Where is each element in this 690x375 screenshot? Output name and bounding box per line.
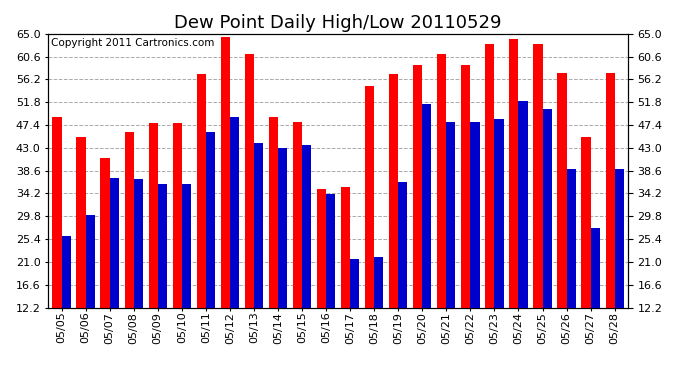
- Bar: [542, 109, 552, 308]
- Bar: [389, 74, 398, 307]
- Bar: [86, 215, 95, 308]
- Bar: [293, 122, 302, 308]
- Bar: [365, 86, 374, 308]
- Bar: [350, 259, 359, 308]
- Bar: [615, 168, 624, 308]
- Bar: [172, 123, 181, 308]
- Bar: [197, 74, 206, 307]
- Bar: [52, 117, 61, 308]
- Bar: [148, 123, 158, 308]
- Bar: [77, 138, 86, 308]
- Bar: [437, 54, 446, 307]
- Bar: [341, 187, 350, 308]
- Bar: [206, 132, 215, 308]
- Bar: [254, 142, 263, 308]
- Bar: [509, 39, 518, 308]
- Bar: [221, 37, 230, 308]
- Bar: [278, 148, 287, 308]
- Bar: [485, 44, 495, 308]
- Bar: [110, 178, 119, 308]
- Bar: [558, 73, 566, 308]
- Bar: [413, 65, 422, 308]
- Bar: [245, 54, 254, 307]
- Bar: [446, 122, 455, 308]
- Bar: [61, 236, 70, 308]
- Bar: [269, 117, 278, 308]
- Bar: [230, 117, 239, 308]
- Bar: [582, 138, 591, 308]
- Bar: [101, 158, 110, 308]
- Bar: [134, 179, 143, 308]
- Bar: [302, 145, 311, 308]
- Bar: [518, 101, 528, 308]
- Bar: [181, 184, 191, 308]
- Bar: [317, 189, 326, 308]
- Title: Dew Point Daily High/Low 20110529: Dew Point Daily High/Low 20110529: [175, 14, 502, 32]
- Bar: [461, 65, 471, 308]
- Text: Copyright 2011 Cartronics.com: Copyright 2011 Cartronics.com: [51, 38, 215, 48]
- Bar: [124, 132, 134, 308]
- Bar: [422, 104, 431, 308]
- Bar: [326, 195, 335, 308]
- Bar: [471, 122, 480, 308]
- Bar: [566, 168, 575, 308]
- Bar: [158, 184, 167, 308]
- Bar: [533, 44, 542, 308]
- Bar: [591, 228, 600, 308]
- Bar: [606, 73, 615, 308]
- Bar: [398, 182, 407, 308]
- Bar: [374, 257, 384, 307]
- Bar: [495, 119, 504, 308]
